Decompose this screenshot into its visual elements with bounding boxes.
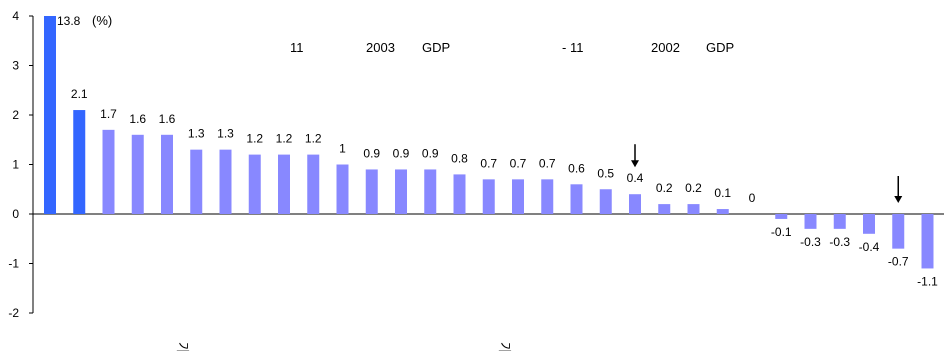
bar [541, 179, 554, 214]
bar [336, 164, 349, 214]
data-label: 0.7 [539, 156, 556, 170]
data-label: 2.1 [71, 87, 88, 101]
annotation-6: GDP [706, 40, 734, 55]
arrows [631, 144, 903, 203]
data-label: 1.2 [246, 132, 263, 146]
data-label: -0.3 [829, 235, 850, 249]
bottom-label-1: 가 [175, 342, 190, 351]
y-ticks: 4 3 2 1 0 -1 -2 [8, 9, 33, 320]
data-label: 0.9 [363, 146, 380, 160]
data-label: 0.4 [627, 171, 644, 185]
bar [365, 169, 378, 214]
arrow-head [894, 196, 903, 203]
annotation-3: GDP [422, 40, 450, 55]
data-label: 0.1 [714, 186, 731, 200]
annotation-2: 2003 [366, 40, 395, 55]
data-label: -0.4 [859, 240, 880, 254]
bars [44, 16, 934, 269]
unit-label: (%) [92, 13, 112, 28]
bar [570, 184, 583, 214]
data-label: 0.5 [597, 166, 614, 180]
bar [629, 194, 641, 214]
bar [833, 214, 846, 229]
y-tick-label: -1 [8, 257, 19, 271]
bar [482, 179, 495, 214]
bar [775, 214, 788, 219]
data-label: 1.6 [159, 112, 176, 126]
data-label: 0.8 [451, 151, 468, 165]
annotation-1: 11 [290, 40, 304, 55]
bar [512, 179, 524, 214]
data-label: 0.7 [480, 156, 497, 170]
data-label: 13.8 [57, 14, 81, 28]
data-label: -0.1 [771, 225, 792, 239]
bar [161, 134, 173, 214]
data-label: -0.3 [800, 235, 821, 249]
y-tick-label: 2 [12, 108, 19, 122]
data-label: 0.2 [656, 181, 673, 195]
data-label: 0.2 [685, 181, 702, 195]
data-label: 1 [339, 142, 346, 156]
bar [44, 16, 56, 214]
bar [599, 189, 612, 214]
data-label: -1.1 [917, 274, 938, 288]
bar [190, 149, 203, 214]
annotation-4: - 11 [562, 40, 583, 55]
data-label: 0.6 [568, 161, 585, 175]
bar [804, 214, 817, 229]
bar [131, 134, 144, 214]
data-label: 1.7 [100, 107, 117, 121]
data-label: -0.7 [888, 255, 909, 269]
data-label: 1.2 [276, 132, 293, 146]
y-tick-label: -2 [8, 306, 19, 320]
bar [658, 204, 671, 214]
bar [102, 129, 115, 214]
data-label: 0.9 [393, 146, 410, 160]
y-tick-label: 3 [12, 59, 19, 73]
bar [73, 110, 86, 214]
bar [716, 209, 729, 214]
bar [687, 204, 700, 214]
bar [248, 154, 261, 214]
data-label: 1.3 [217, 127, 234, 141]
bar [219, 149, 232, 214]
data-label: 0.7 [510, 156, 527, 170]
data-label: 1.2 [305, 132, 322, 146]
bar [395, 169, 407, 214]
data-labels: 13.8 2.1 1.7 1.6 1.6 1.3 1.3 1.2 1.2 1.2 1 0.9 0.9 0.… [57, 14, 938, 288]
bar [424, 169, 437, 214]
annotation-5: 2002 [651, 40, 680, 55]
bar [892, 214, 905, 249]
bar [863, 214, 875, 234]
y-tick-label: 1 [12, 158, 19, 172]
data-label: 0 [749, 191, 756, 205]
data-label: 1.6 [129, 112, 146, 126]
data-label: 1.3 [188, 127, 205, 141]
bar [278, 154, 290, 214]
data-label: 0.9 [422, 146, 439, 160]
y-tick-label: 4 [12, 9, 19, 23]
y-tick-label: 0 [12, 207, 19, 221]
bar [453, 174, 466, 214]
bottom-label-2: 가 [497, 342, 512, 351]
arrow-head [631, 160, 639, 168]
bar [307, 154, 320, 214]
bar [921, 214, 934, 269]
